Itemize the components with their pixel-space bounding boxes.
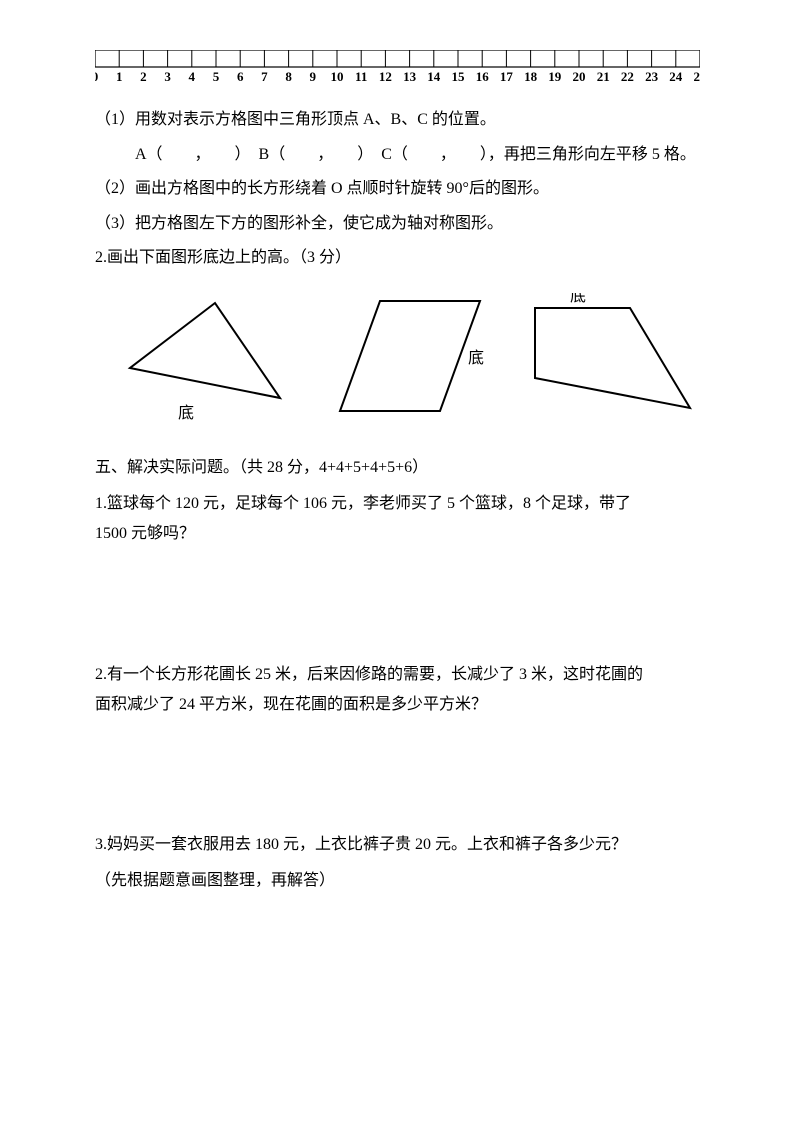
svg-text:13: 13	[403, 69, 417, 84]
svg-text:9: 9	[310, 69, 317, 84]
svg-text:1: 1	[116, 69, 123, 84]
parallelogram-shape: 底	[330, 291, 490, 426]
svg-text:19: 19	[548, 69, 562, 84]
svg-text:6: 6	[237, 69, 244, 84]
p1-line2: 1500 元够吗？	[95, 519, 720, 549]
svg-text:21: 21	[597, 69, 610, 84]
trapezoid-shape: 底	[520, 293, 705, 423]
svg-text:25: 25	[694, 69, 701, 84]
svg-text:10: 10	[331, 69, 344, 84]
svg-text:8: 8	[285, 69, 292, 84]
svg-text:0: 0	[95, 69, 98, 84]
svg-text:4: 4	[189, 69, 196, 84]
problem-2: 2.有一个长方形花圃长 25 米，后来因修路的需要，长减少了 3 米，这时花圃的…	[95, 660, 720, 721]
ruler-svg: 0123456789101112131415161718192021222324…	[95, 50, 700, 86]
svg-text:底: 底	[178, 404, 194, 422]
q1-1-blanks: A（ ， ） B（ ， ） C（ ， ），再把三角形向左平移 5 格。	[95, 140, 720, 170]
p3-line2: （先根据题意画图整理，再解答）	[95, 866, 720, 896]
problem-3: 3.妈妈买一套衣服用去 180 元，上衣比裤子贵 20 元。上衣和裤子各多少元？…	[95, 830, 720, 896]
svg-text:22: 22	[621, 69, 634, 84]
ruler: 0123456789101112131415161718192021222324…	[95, 50, 720, 97]
svg-text:12: 12	[379, 69, 392, 84]
problem-1: 1.篮球每个 120 元，足球每个 106 元，李老师买了 5 个篮球，8 个足…	[95, 489, 720, 550]
q1-1: （1）用数对表示方格图中三角形顶点 A、B、C 的位置。	[95, 105, 720, 135]
shapes-row: 底 底 底	[95, 288, 720, 428]
svg-text:底: 底	[570, 293, 586, 305]
svg-text:17: 17	[500, 69, 514, 84]
section5-title: 五、解决实际问题。（共 28 分，4+4+5+4+5+6）	[95, 453, 720, 483]
svg-text:18: 18	[524, 69, 538, 84]
svg-text:20: 20	[573, 69, 586, 84]
p2-line1: 2.有一个长方形花圃长 25 米，后来因修路的需要，长减少了 3 米，这时花圃的	[95, 660, 720, 690]
p1-line1: 1.篮球每个 120 元，足球每个 106 元，李老师买了 5 个篮球，8 个足…	[95, 489, 720, 519]
svg-text:23: 23	[645, 69, 659, 84]
q1-3: （3）把方格图左下方的图形补全，使它成为轴对称图形。	[95, 209, 720, 239]
svg-text:2: 2	[140, 69, 147, 84]
svg-text:14: 14	[427, 69, 441, 84]
triangle-shape: 底	[110, 288, 300, 428]
svg-text:24: 24	[669, 69, 683, 84]
svg-text:底: 底	[468, 349, 484, 367]
q1-2: （2）画出方格图中的长方形绕着 O 点顺时针旋转 90°后的图形。	[95, 174, 720, 204]
svg-text:16: 16	[476, 69, 490, 84]
svg-text:11: 11	[355, 69, 367, 84]
p3-line1: 3.妈妈买一套衣服用去 180 元，上衣比裤子贵 20 元。上衣和裤子各多少元？	[95, 830, 720, 860]
svg-text:3: 3	[164, 69, 171, 84]
p2-line2: 面积减少了 24 平方米，现在花圃的面积是多少平方米？	[95, 690, 720, 720]
q2-title: 2.画出下面图形底边上的高。（3 分）	[95, 243, 720, 273]
svg-text:5: 5	[213, 69, 220, 84]
svg-text:15: 15	[452, 69, 466, 84]
svg-text:7: 7	[261, 69, 268, 84]
